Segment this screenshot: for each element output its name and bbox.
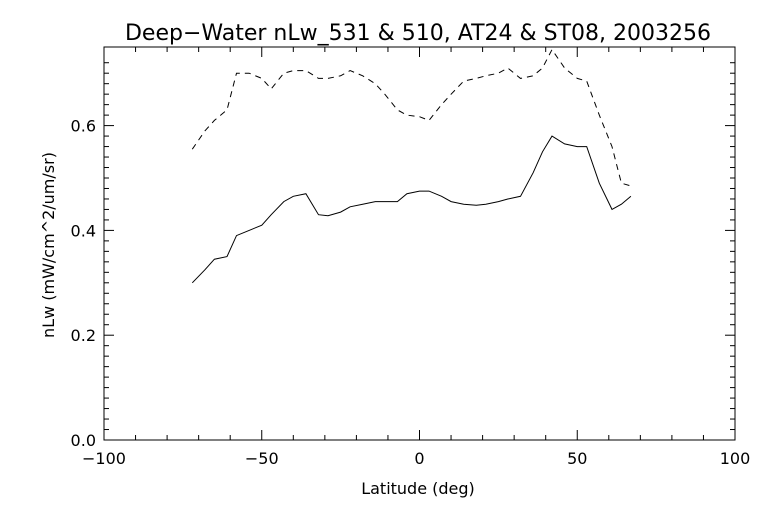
- x-axis-ticks: −100 −50 0 50 100: [82, 47, 750, 468]
- x-tick-label: 100: [720, 449, 751, 468]
- y-axis-label: nLw (mW/cm^2/um/sr): [39, 152, 58, 338]
- y-tick-label: 0.6: [71, 117, 96, 136]
- y-axis-ticks: 0.0 0.2 0.4 0.6: [71, 62, 735, 450]
- chart-title: Deep−Water nLw_531 & 510, AT24 & ST08, 2…: [125, 21, 711, 46]
- x-tick-label: 50: [567, 449, 587, 468]
- y-tick-label: 0.0: [71, 431, 96, 450]
- series-layer: [191, 48, 632, 284]
- plot-frame: [103, 46, 736, 441]
- y-tick-label: 0.2: [71, 326, 96, 345]
- y-tick-label: 0.4: [71, 221, 96, 240]
- x-axis-label: Latitude (deg): [361, 479, 475, 498]
- series-line-dashed: [191, 48, 632, 187]
- x-tick-label: 0: [414, 449, 424, 468]
- series-line-solid: [191, 135, 632, 284]
- x-tick-label: −50: [245, 449, 279, 468]
- x-tick-label: −100: [82, 449, 126, 468]
